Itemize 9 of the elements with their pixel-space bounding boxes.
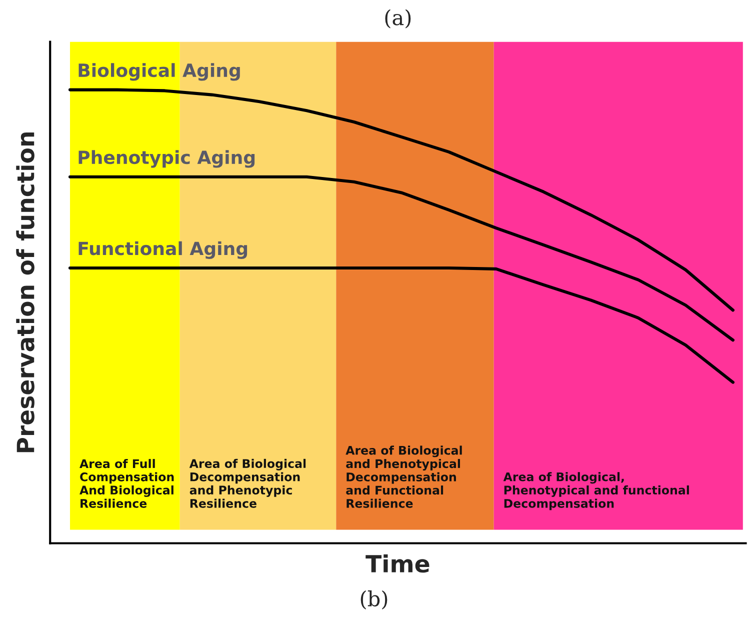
annotation: Area of Full Compensation And Biological Resilience — [80, 458, 174, 508]
x-axis-title: Time — [366, 554, 430, 573]
annotation: Area of Biological Decompensation and Phenotypic Resilience — [189, 458, 306, 508]
text: (b) — [360, 590, 388, 610]
series-label: Biological Aging — [78, 63, 240, 81]
chart-title: (a) — [385, 9, 411, 28]
annotation: Area of Biological, Phenotypical and functional Decompensation — [503, 472, 689, 510]
annotation: Area of Biological and Phenotypical Decompensation and Functional Resilience — [346, 446, 462, 508]
y-axis-title: Preservation of function — [16, 132, 34, 452]
